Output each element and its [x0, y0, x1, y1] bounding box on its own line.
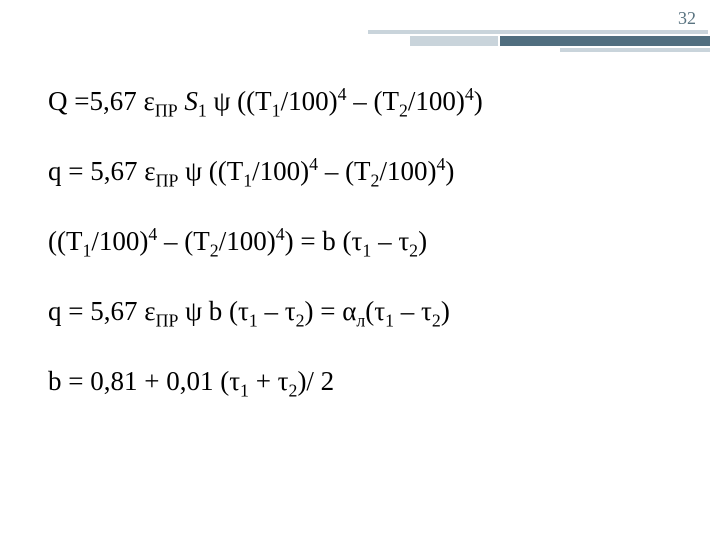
subscript: 2	[432, 311, 441, 331]
equation-text: ((T	[48, 226, 82, 256]
equation-text: /100)	[379, 156, 436, 186]
equation-text: )/ 2	[297, 366, 334, 396]
subscript: 1	[362, 241, 371, 261]
equation-text: q = 5,67 ε	[48, 296, 156, 326]
subscript: 2	[399, 100, 408, 120]
equation-text: /100)	[219, 226, 276, 256]
equation-text: ψ b (τ	[178, 296, 249, 326]
subscript: л	[356, 311, 365, 331]
subscript: ПР	[156, 170, 179, 190]
equation-text: )	[418, 226, 427, 256]
subscript: 1	[249, 311, 258, 331]
equation-line: q = 5,67 εПР ψ ((T1/100)4 – (T2/100)4)	[48, 154, 672, 189]
subscript: 2	[409, 241, 418, 261]
equation-text: – τ	[258, 296, 296, 326]
equation-text: ) = b (τ	[285, 226, 363, 256]
equations-block: Q =5,67 εПР S1 ψ ((T1/100)4 – (T2/100)4)…	[48, 84, 672, 399]
equation-text: b = 0,81 + 0,01 (τ	[48, 366, 240, 396]
equation-text: ) = α	[305, 296, 357, 326]
subscript: ПР	[155, 100, 178, 120]
equation-line: Q =5,67 εПР S1 ψ ((T1/100)4 – (T2/100)4)	[48, 84, 672, 119]
equation-text: )	[441, 296, 450, 326]
equation-line: b = 0,81 + 0,01 (τ1 + τ2)/ 2	[48, 364, 672, 399]
subscript: 1	[385, 311, 394, 331]
superscript: 4	[465, 84, 474, 104]
equation-text: /100)	[91, 226, 148, 256]
equation-text: Q =5,67 ε	[48, 86, 155, 116]
decoration-bar	[500, 36, 710, 46]
equation-text: )	[445, 156, 454, 186]
equation-text: – τ	[371, 226, 409, 256]
equation-text: – (T	[346, 86, 398, 116]
equation-text: q = 5,67 ε	[48, 156, 156, 186]
superscript: 4	[276, 224, 285, 244]
subscript: 1	[272, 100, 281, 120]
equation-text: /100)	[408, 86, 465, 116]
decoration-bar	[368, 30, 708, 34]
subscript: 2	[296, 311, 305, 331]
subscript: 1	[240, 381, 249, 401]
subscript: 2	[210, 241, 219, 261]
equation-text: S	[184, 86, 198, 116]
equation-text: – (T	[157, 226, 209, 256]
slide: 32 Q =5,67 εПР S1 ψ ((T1/100)4 – (T2/100…	[0, 0, 720, 540]
equation-text: ψ ((T	[207, 86, 272, 116]
equation-line: ((T1/100)4 – (T2/100)4) = b (τ1 – τ2)	[48, 224, 672, 259]
equation-text: – τ	[394, 296, 432, 326]
superscript: 4	[148, 224, 157, 244]
decoration-bar	[410, 36, 498, 46]
subscript: 1	[243, 170, 252, 190]
equation-text: – (T	[318, 156, 370, 186]
decoration-bar	[560, 48, 710, 52]
subscript: ПР	[156, 311, 179, 331]
equation-text: ψ ((T	[178, 156, 243, 186]
equation-text: /100)	[252, 156, 309, 186]
equation-text: /100)	[281, 86, 338, 116]
subscript: 1	[198, 100, 207, 120]
equation-line: q = 5,67 εПР ψ b (τ1 – τ2) = αл(τ1 – τ2)	[48, 294, 672, 329]
superscript: 4	[309, 154, 318, 174]
page-number: 32	[678, 8, 696, 29]
equation-text: )	[474, 86, 483, 116]
equation-text: (τ	[365, 296, 385, 326]
equation-text: + τ	[249, 366, 289, 396]
